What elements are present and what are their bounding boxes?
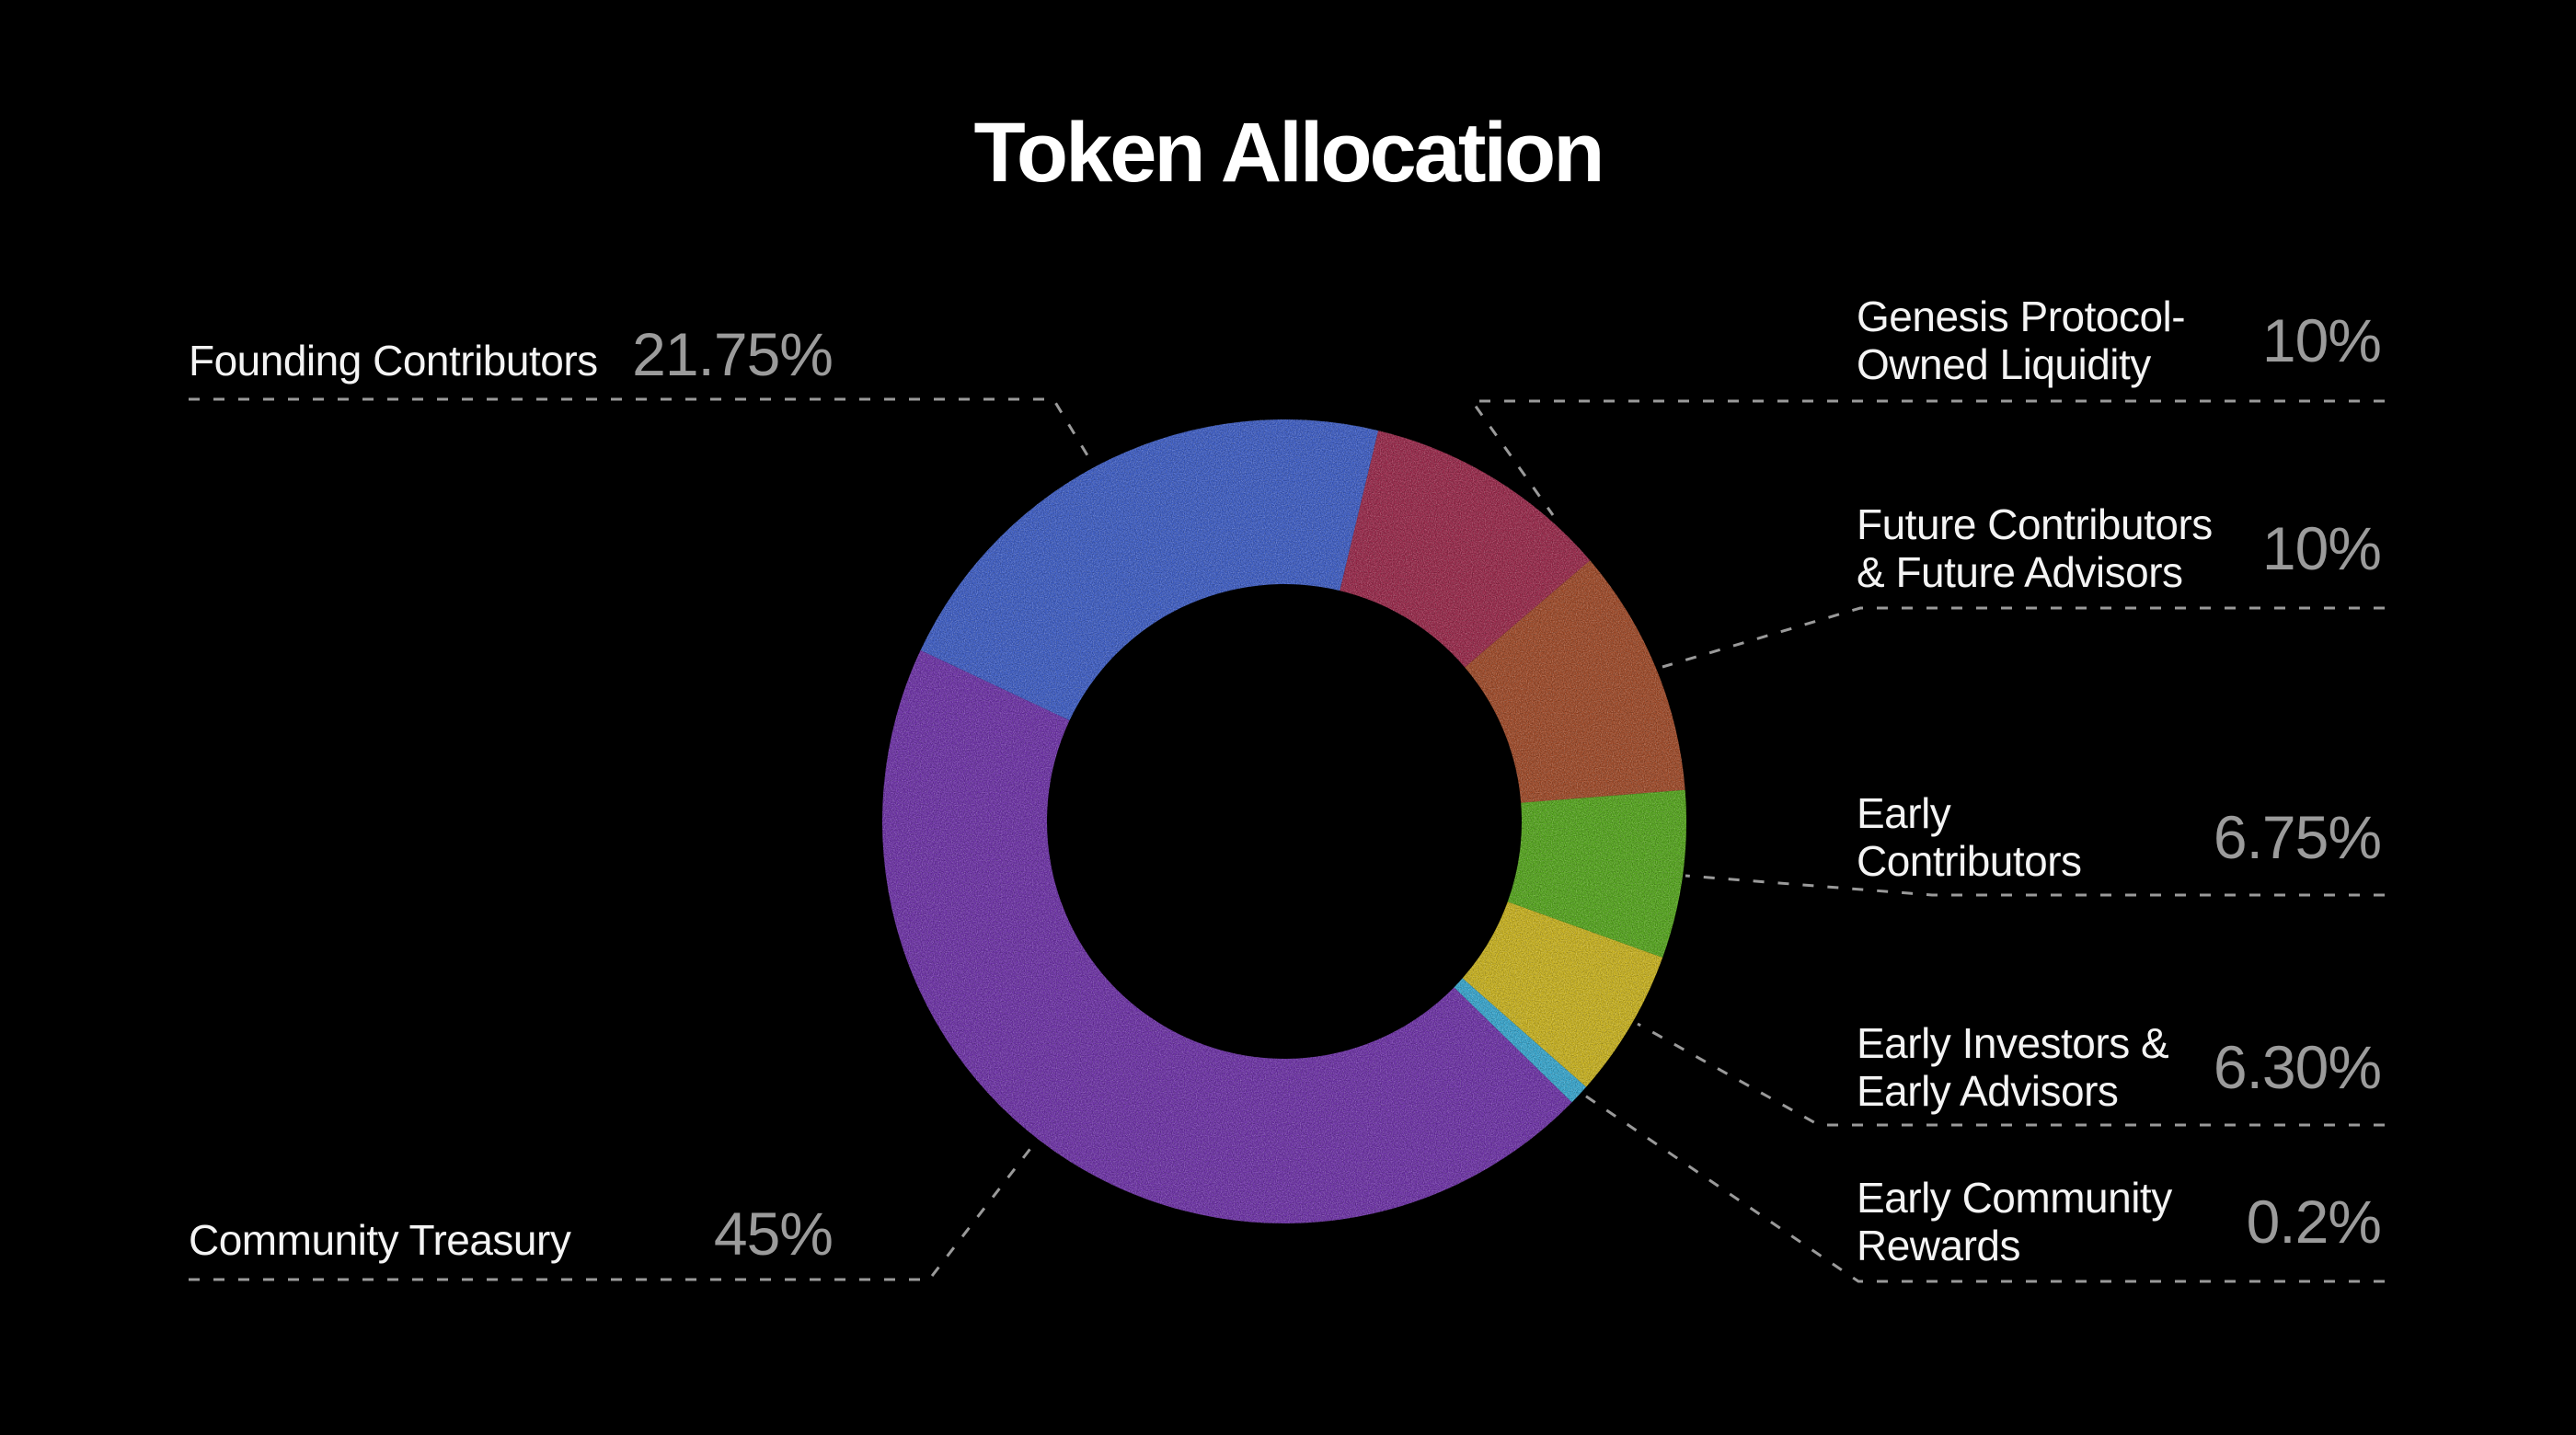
callout-early-contributors: Early Contributors 6.75% bbox=[1857, 789, 2382, 885]
callout-early-investors-early-advisors: Early Investors & Early Advisors 6.30% bbox=[1857, 1019, 2382, 1115]
leader-line-genesis-protocol-owned-liquidity bbox=[1469, 399, 2385, 516]
callout-early-community-rewards: Early Community Rewards 0.2% bbox=[1857, 1174, 2382, 1269]
callout-label-line: Early Community bbox=[1857, 1174, 2172, 1222]
callout-genesis-protocol-owned-liquidity: Genesis Protocol- Owned Liquidity 10% bbox=[1857, 293, 2382, 388]
callout-label: Future Contributors & Future Advisors bbox=[1857, 500, 2213, 596]
callout-percent: 21.75% bbox=[632, 320, 834, 388]
callout-label-line: Rewards bbox=[1857, 1222, 2021, 1269]
leader-line-founding-contributors bbox=[189, 397, 1092, 461]
callout-label-line: & Future Advisors bbox=[1857, 548, 2183, 596]
leader-line-early-community-rewards bbox=[1579, 1090, 2385, 1283]
callout-label: Early Community Rewards bbox=[1857, 1174, 2172, 1269]
callout-label: Community Treasury bbox=[189, 1216, 571, 1264]
callout-label-line: Early Investors & bbox=[1857, 1019, 2169, 1067]
callout-percent: 6.30% bbox=[2213, 1033, 2382, 1101]
callout-label: Genesis Protocol- Owned Liquidity bbox=[1857, 293, 2186, 388]
leader-line-early-contributors bbox=[1685, 874, 2385, 897]
callout-label-line: Early Advisors bbox=[1857, 1067, 2119, 1115]
callout-label-line: Future Contributors bbox=[1857, 500, 2213, 548]
callout-label-line: Owned Liquidity bbox=[1857, 340, 2151, 388]
callout-label-line: Contributors bbox=[1857, 837, 2082, 885]
page-title: Token Allocation bbox=[973, 106, 1605, 200]
callout-label-line: Founding Contributors bbox=[189, 337, 598, 385]
callout-percent: 6.75% bbox=[2213, 803, 2382, 871]
callout-label-line: Early bbox=[1857, 789, 1951, 837]
callout-percent: 45% bbox=[713, 1200, 834, 1268]
callout-percent: 0.2% bbox=[2246, 1188, 2382, 1256]
callout-label: Early Investors & Early Advisors bbox=[1857, 1019, 2169, 1115]
callout-future-contributors-future-advisors: Future Contributors & Future Advisors 10… bbox=[1857, 500, 2382, 596]
callout-label: Early Contributors bbox=[1857, 789, 2082, 885]
callout-percent: 10% bbox=[2261, 514, 2382, 582]
callout-label-line: Community Treasury bbox=[189, 1216, 571, 1264]
callout-founding-contributors: Founding Contributors 21.75% bbox=[189, 320, 834, 388]
callout-label-line: Genesis Protocol- bbox=[1857, 293, 2186, 340]
leader-line-future-contributors-future-advisors bbox=[1662, 606, 2385, 669]
leader-line-early-investors-early-advisors bbox=[1637, 1022, 2385, 1127]
callout-percent: 10% bbox=[2261, 306, 2382, 374]
callout-label: Founding Contributors bbox=[189, 337, 598, 385]
grain-overlay-dark bbox=[881, 419, 1686, 1224]
callout-community-treasury: Community Treasury 45% bbox=[189, 1200, 834, 1268]
